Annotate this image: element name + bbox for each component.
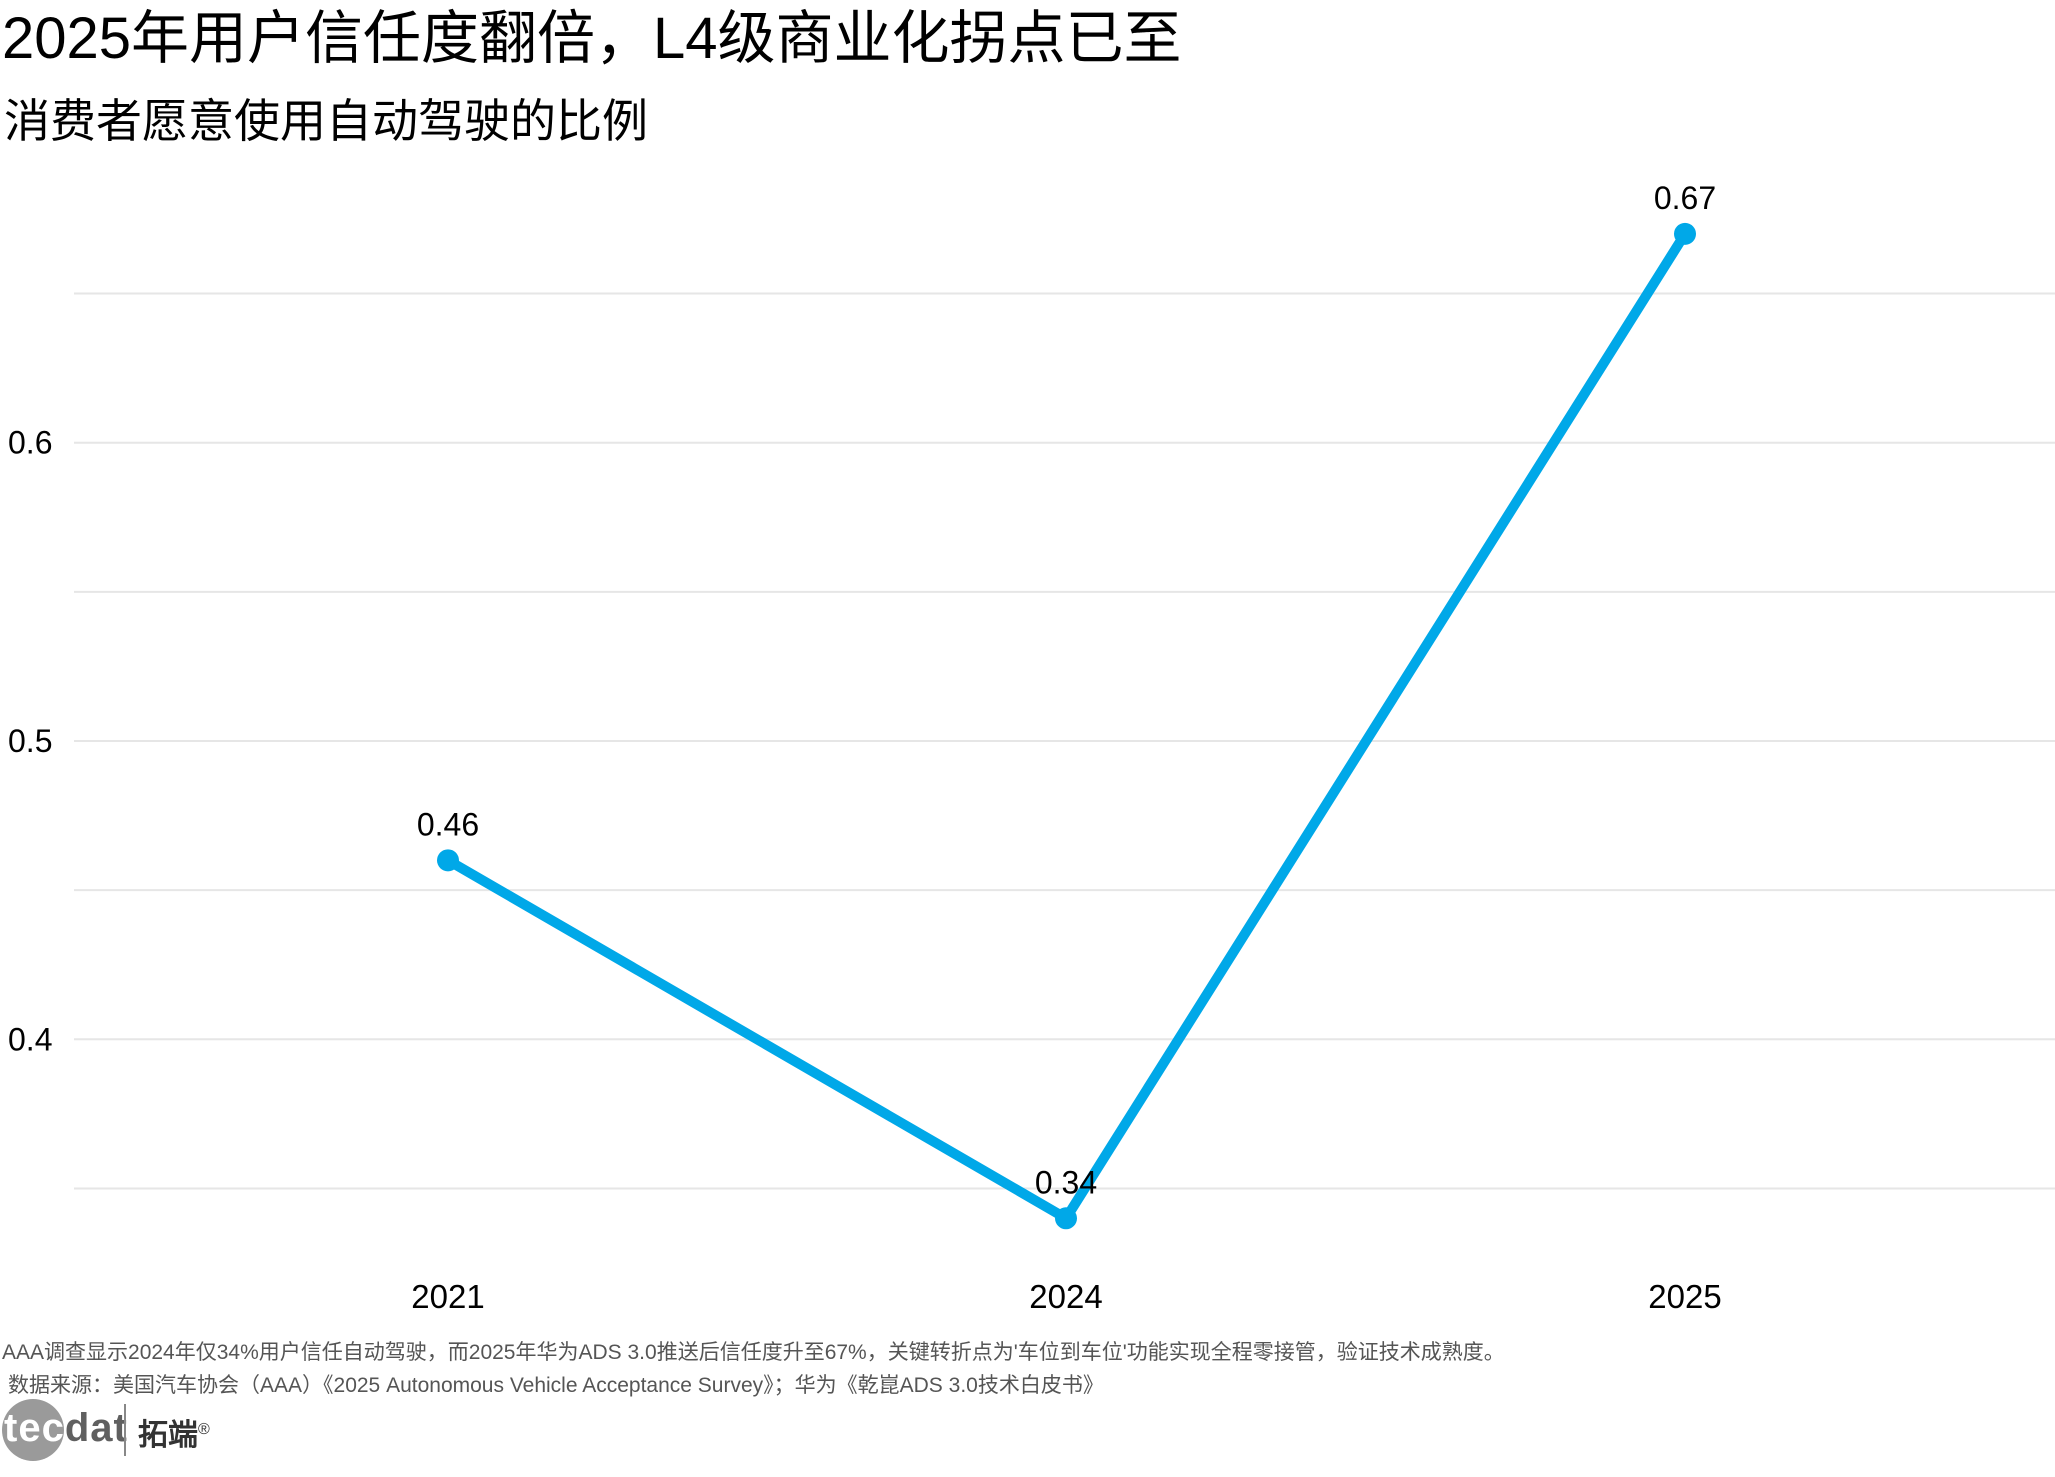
logo-divider xyxy=(124,1404,126,1456)
logo-wordmark: tecdat xyxy=(4,1406,128,1450)
logo-circle-icon xyxy=(2,1399,64,1461)
data-point xyxy=(437,849,459,872)
data-label: 0.34 xyxy=(1035,1164,1097,1200)
x-tick-label: 2025 xyxy=(1648,1278,1721,1315)
line-chart: 0.4 0.5 0.6 2021 2024 2025 0.46 0.34 0.67 xyxy=(8,180,2055,1315)
data-label: 0.67 xyxy=(1654,180,1716,216)
y-tick-label: 0.4 xyxy=(8,1021,52,1057)
x-tick-label: 2024 xyxy=(1029,1278,1102,1315)
chart-title: 2025年用户信任度翻倍，L4级商业化拐点已至 xyxy=(2,6,1182,71)
chart-source: 数据来源：美国汽车协会（AAA）《2025 Autonomous Vehicle… xyxy=(8,1374,1104,1397)
y-tick-label: 0.5 xyxy=(8,723,52,759)
x-tick-label: 2021 xyxy=(411,1278,484,1315)
chart-subtitle: 消费者愿意使用自动驾驶的比例 xyxy=(4,95,648,147)
chart-note: AAA调查显示2024年仅34%用户信任自动驾驶，而2025年华为ADS 3.0… xyxy=(2,1341,1505,1364)
tecdat-logo: tecdat 拓端® xyxy=(0,1399,210,1461)
y-tick-label: 0.6 xyxy=(8,425,52,461)
series-line xyxy=(443,228,1690,1224)
data-point xyxy=(1055,1207,1077,1230)
data-point xyxy=(1674,222,1696,245)
data-label: 0.46 xyxy=(417,806,479,842)
logo-chinese-name: 拓端® xyxy=(138,1419,210,1452)
